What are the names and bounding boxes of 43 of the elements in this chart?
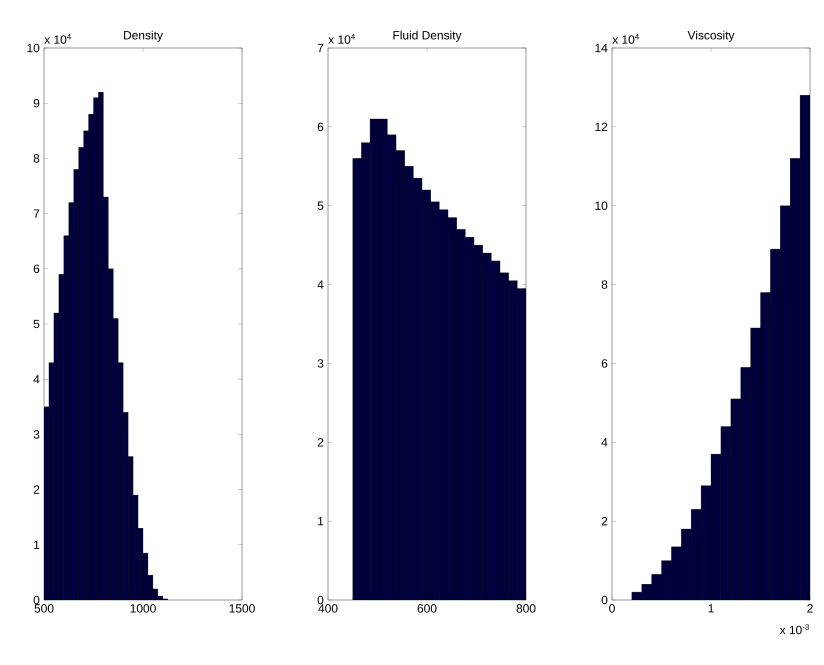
x-tick-label: 400 — [318, 604, 338, 613]
x-tick-label: 1500 — [230, 604, 255, 613]
y-tick-label: 3 — [318, 359, 324, 368]
y-tick-label: 10 — [595, 201, 608, 210]
y-tick-label: 1 — [34, 540, 40, 549]
x-tick-label: 600 — [418, 604, 437, 613]
y-tick-label: 10 — [27, 44, 40, 52]
y-tick-label: 2 — [34, 485, 40, 494]
y-tick-label: 9 — [34, 98, 40, 108]
y-tick-label: 4 — [601, 438, 608, 446]
y-tick-label: 2 — [602, 516, 608, 526]
x-tick-label: 500 — [34, 604, 54, 613]
x-tick-label: 1 — [708, 604, 714, 612]
chart-title: Viscosity — [688, 30, 734, 42]
x-tick-label: 2 — [807, 604, 813, 613]
text: x 10$^{4}$ — [44, 34, 71, 44]
text: x 10$^{4}$ — [612, 34, 640, 44]
text: x 10$^{-3}$ — [780, 624, 809, 634]
y-tick-label: 3 — [34, 430, 40, 439]
y-tick-label: 7 — [34, 209, 40, 218]
y-tick-label: 5 — [34, 320, 40, 328]
y-tick-label: 1 — [318, 517, 324, 526]
chart-title: Fluid Density — [393, 30, 462, 42]
y-tick-label: 14 — [595, 44, 608, 52]
y-tick-label: 8 — [34, 154, 40, 163]
chart-title: Density — [124, 30, 163, 42]
y-tick-label: 4 — [317, 280, 324, 289]
y-tick-label: 6 — [602, 359, 608, 368]
x-tick-label: 1000 — [130, 604, 156, 613]
y-tick-label: 2 — [318, 438, 324, 446]
y-tick-label: 6 — [34, 264, 40, 274]
y-tick-label: 5 — [318, 202, 324, 210]
y-tick-label: 12 — [595, 122, 608, 132]
y-tick-label: 0 — [602, 596, 608, 604]
y-tick-label: 0 — [318, 596, 324, 604]
text: x 10$^{4}$ — [328, 34, 356, 44]
y-tick-label: 4 — [33, 375, 40, 384]
x-tick-label: 800 — [516, 604, 536, 613]
y-tick-label: 6 — [318, 122, 324, 132]
x-tick-label: 0 — [609, 604, 615, 613]
y-tick-label: 8 — [602, 280, 608, 289]
y-tick-label: 7 — [318, 44, 324, 52]
y-tick-label: 0 — [34, 596, 40, 604]
